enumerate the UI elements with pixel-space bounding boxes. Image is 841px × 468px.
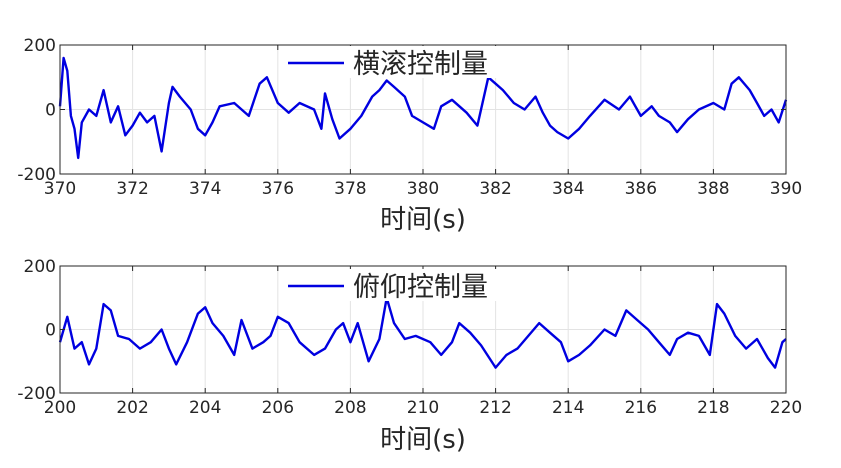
x-tick-label: 386 [625, 179, 657, 199]
x-tick-label: 206 [262, 398, 294, 418]
x-tick-label: 390 [770, 179, 802, 199]
x-tick-label: 204 [189, 398, 221, 418]
y-tick-label: 200 [24, 36, 56, 56]
x-tick-label: 214 [552, 398, 584, 418]
chart-panel-2: 200 202 204 206 208 210 212 214 216 218 220 -200 0 20… [17, 257, 802, 455]
x-tick-label: 208 [334, 398, 366, 418]
x-tick-label: 212 [479, 398, 511, 418]
x-tick-label: 374 [189, 179, 221, 199]
x-axis-label: 时间(s) [380, 425, 466, 455]
x-tick-label: 220 [770, 398, 802, 418]
legend-label: 俯仰控制量 [353, 272, 488, 303]
x-tick-label: 370 [44, 179, 76, 199]
legend-label: 横滚控制量 [353, 49, 488, 80]
x-tick-label: 378 [334, 179, 366, 199]
series-line [58, 56, 788, 160]
chart-panel-1: 370 372 374 376 378 380 382 384 386 388 390 -200 0 20… [17, 36, 802, 235]
legend: 横滚控制量 [284, 46, 524, 80]
x-tick-label: 210 [407, 398, 439, 418]
x-tick-label: 382 [479, 179, 511, 199]
x-tick-label: 218 [697, 398, 729, 418]
x-tick-label: 372 [116, 179, 148, 199]
y-tick-label: 200 [24, 257, 56, 277]
x-tick-label: 376 [262, 179, 294, 199]
x-tick-label: 384 [552, 179, 584, 199]
x-axis-label: 时间(s) [380, 205, 466, 235]
x-tick-label: 388 [697, 179, 729, 199]
x-tick-label: 380 [407, 179, 439, 199]
legend: 俯仰控制量 [284, 269, 524, 303]
series-line [58, 296, 787, 369]
y-tick-label: 0 [45, 101, 56, 121]
y-tick-label: -200 [17, 384, 56, 404]
y-tick-label: 0 [45, 321, 56, 341]
x-tick-label: 200 [44, 398, 76, 418]
x-tick-label: 216 [625, 398, 657, 418]
x-tick-label: 202 [116, 398, 148, 418]
y-tick-label: -200 [17, 165, 56, 185]
